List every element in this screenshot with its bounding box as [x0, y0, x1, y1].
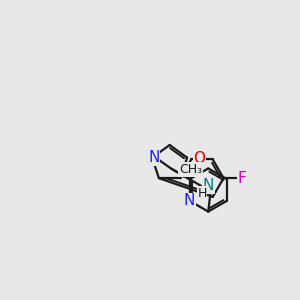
- Text: CH₃: CH₃: [179, 163, 202, 176]
- Text: N: N: [148, 150, 159, 165]
- Text: N: N: [184, 193, 195, 208]
- Text: N: N: [202, 178, 214, 193]
- Text: F: F: [238, 171, 246, 186]
- Text: O: O: [194, 151, 206, 166]
- Text: H: H: [197, 187, 207, 200]
